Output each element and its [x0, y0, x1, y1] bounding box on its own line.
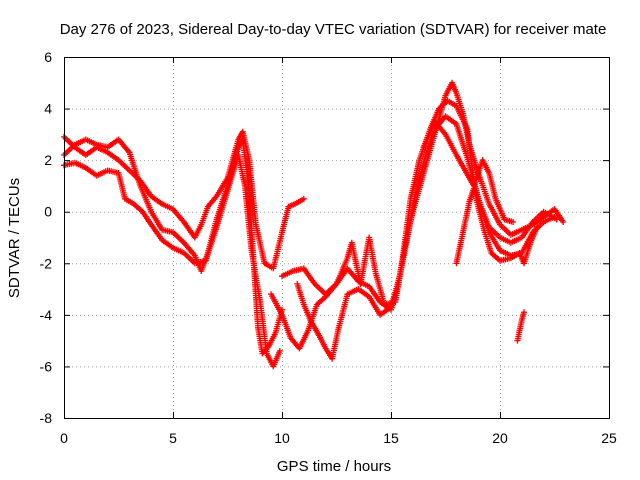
- series-trace-g: [420, 118, 517, 226]
- data-point: [276, 347, 283, 354]
- x-tick-label: 5: [169, 430, 177, 446]
- axis-ticks: 0 5 10 15 20 25 -8 -6 -4 -2 0 2 4 6: [40, 49, 617, 446]
- y-axis-label: SDTVAR / TECUs: [6, 178, 23, 298]
- x-axis-label: GPS time / hours: [277, 458, 391, 475]
- series-trace-d: [279, 79, 567, 313]
- series-trace-f: [268, 97, 558, 352]
- y-tick-label: -8: [40, 410, 53, 426]
- y-tick-label: 6: [44, 49, 52, 65]
- data-points: [61, 79, 567, 370]
- series-trace-i: [514, 309, 527, 344]
- data-point: [551, 213, 558, 220]
- plot-frame: [64, 57, 610, 419]
- data-point: [510, 219, 517, 226]
- data-point: [520, 309, 527, 316]
- y-tick-label: 2: [44, 152, 52, 168]
- data-point: [560, 219, 567, 226]
- series-trace-h: [453, 185, 541, 267]
- y-tick-label: -4: [40, 307, 53, 323]
- x-tick-label: 0: [60, 430, 68, 446]
- x-tick-label: 15: [383, 430, 399, 446]
- x-tick-label: 20: [492, 430, 508, 446]
- y-tick-label: 4: [44, 101, 52, 117]
- series-trace-c: [61, 152, 283, 370]
- data-point: [534, 224, 541, 231]
- grid: [64, 57, 609, 418]
- data-point: [300, 195, 307, 202]
- y-tick-label: -6: [40, 358, 53, 374]
- y-tick-label: -2: [40, 255, 53, 271]
- x-tick-label: 25: [601, 430, 617, 446]
- chart-title: Day 276 of 2023, Sidereal Day-to-day VTE…: [60, 21, 607, 38]
- y-tick-label: 0: [44, 204, 52, 220]
- x-tick-label: 10: [274, 430, 290, 446]
